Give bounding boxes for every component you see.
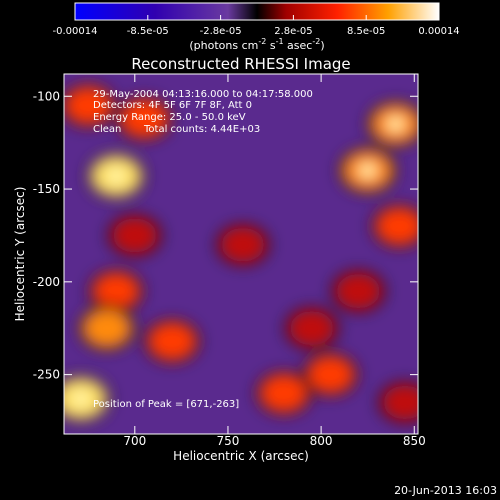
- source-blob: [290, 311, 334, 346]
- y-axis-label: Heliocentric Y (arcsec): [13, 187, 27, 322]
- y-tick-label: -200: [33, 275, 60, 289]
- annotation-detectors: Detectors: 4F 5F 6F 7F 8F, Att 0: [93, 100, 252, 111]
- source-core: [108, 169, 125, 184]
- colorbar-tick-label: 8.5e-05: [347, 26, 385, 37]
- source-blob: [149, 323, 195, 359]
- source-blob: [261, 375, 307, 411]
- colorbar: [74, 2, 440, 21]
- x-tick-label: 800: [310, 434, 333, 448]
- source-blob: [94, 273, 139, 309]
- annotation-peak-position: Position of Peak = [671,-263]: [93, 399, 239, 410]
- y-tick-label: -150: [33, 182, 60, 196]
- colorbar-tick-label: -2.8e-05: [200, 26, 242, 37]
- annotation-total-counts: Total counts: 4.44E+03: [143, 124, 260, 135]
- annotation-time-range: 29-May-2004 04:13:16.000 to 04:17:58.000: [93, 89, 313, 100]
- source-blob: [84, 310, 130, 347]
- annotations: 29-May-2004 04:13:16.000 to 04:17:58.000…: [93, 89, 313, 410]
- source-core: [72, 391, 89, 406]
- annotation-energy-range: Energy Range: 25.0 - 50.0 keV: [93, 112, 246, 123]
- x-tick-label: 700: [123, 434, 146, 448]
- axis-ticks: 700 750 800 850 -100 -150 -200 -250: [33, 74, 426, 448]
- colorbar-tick-label: -8.5e-05: [127, 26, 169, 37]
- colorbar-ticks: -0.00014 -8.5e-05 -2.8e-05 2.8e-05 8.5e-05 0.…: [53, 15, 460, 37]
- plot-frame: [63, 73, 419, 435]
- y-tick-label: -100: [33, 89, 60, 103]
- chart-title: Reconstructed RHESSI Image: [131, 55, 350, 73]
- annotation-clean: Clean: [93, 124, 121, 135]
- colorbar-tick-label: 2.8e-05: [274, 26, 312, 37]
- colorbar-tick-label: -0.00014: [53, 26, 98, 37]
- colorbar-unit-label: (photons cm-2 s-1 asec-2): [189, 37, 324, 52]
- source-blob: [308, 357, 353, 393]
- heatmap-image: [64, 74, 418, 434]
- source-blob: [383, 385, 418, 420]
- source-blob: [221, 227, 265, 262]
- source-blob: [377, 208, 418, 244]
- source-core: [387, 117, 404, 132]
- x-tick-label: 850: [403, 434, 426, 448]
- source-blob: [66, 88, 111, 124]
- colorbar-tick-label: 0.00014: [418, 26, 459, 37]
- footer-timestamp: 20-Jun-2013 16:03: [394, 484, 497, 497]
- source-core: [359, 163, 376, 178]
- x-tick-label: 750: [217, 434, 240, 448]
- source-blob: [113, 218, 157, 253]
- source-blob: [121, 100, 167, 137]
- source-blob: [336, 274, 380, 309]
- y-tick-label: -250: [33, 368, 60, 382]
- x-axis-label: Heliocentric X (arcsec): [173, 449, 309, 463]
